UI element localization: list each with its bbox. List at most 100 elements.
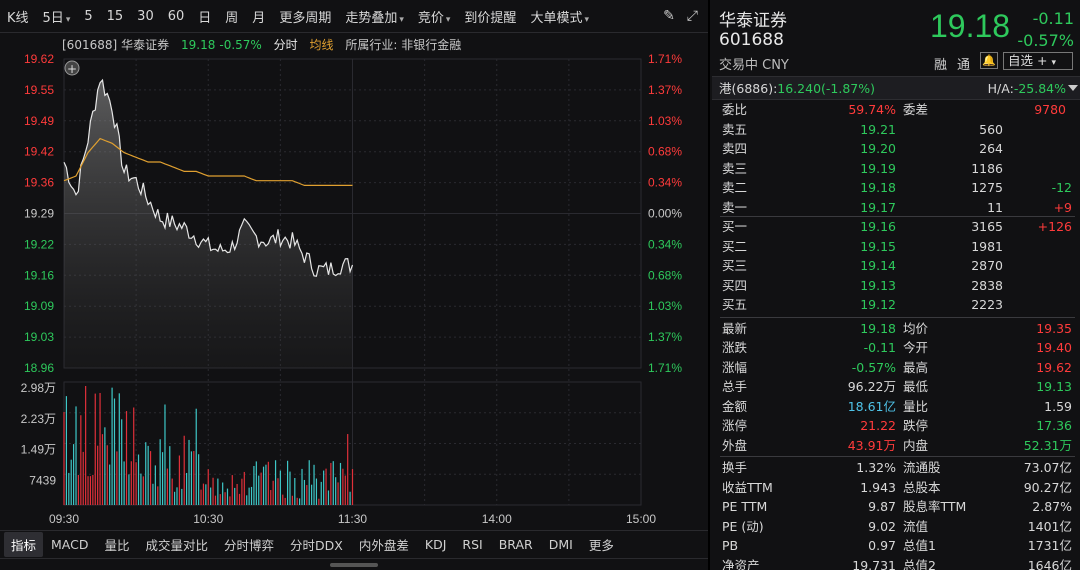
price-tick-label: 19.62: [24, 52, 54, 66]
bid-price: 19.13: [860, 277, 896, 293]
indicator-tab-6[interactable]: 内外盘差: [358, 538, 409, 553]
ask-row: 卖二 19.18 1275 -12: [712, 178, 1080, 198]
toolbar-big-order-mode[interactable]: 大单模式 ▾: [530, 10, 589, 26]
ha-label: H/A:: [987, 81, 1014, 96]
weicha-label: 委差: [903, 102, 929, 117]
indicator-tab-0[interactable]: 指标: [4, 532, 44, 557]
fundamental-value-2: 90.27亿: [1023, 479, 1072, 495]
toolbar-overlay[interactable]: 走势叠加 ▾: [345, 10, 404, 26]
bid-volume: 2838: [971, 277, 1003, 293]
quote-panel: 华泰证券 601688 交易中 CNY 19.18 -0.11 -0.57% 融…: [712, 0, 1080, 570]
indicator-tab-5[interactable]: 分时DDX: [290, 538, 343, 553]
stat-label-2: 内盘: [903, 437, 929, 453]
indicator-tab-4[interactable]: 分时博弈: [224, 538, 275, 553]
toolbar-5min[interactable]: 5: [84, 8, 93, 24]
price-tick-label: 19.09: [24, 299, 54, 313]
stat-label-2: 量比: [903, 398, 929, 414]
toolbar-price-alert[interactable]: 到价提醒: [464, 10, 517, 26]
ask-volume: 264: [979, 141, 1003, 156]
margin-badge[interactable]: 融: [934, 58, 948, 73]
ask-label: 卖四: [722, 141, 748, 156]
stat-label: 涨停: [722, 418, 748, 433]
fundamental-value: 1.32%: [856, 460, 896, 475]
bell-icon[interactable]: 🔔: [980, 52, 998, 69]
ask-row: 卖三 19.19 1186: [712, 159, 1080, 179]
ask-volume: 11: [987, 199, 1003, 215]
expand-icon[interactable]: ⤢: [686, 8, 698, 24]
weibi-label: 委比: [722, 102, 748, 117]
toolbar-week[interactable]: 周: [225, 10, 239, 26]
fundamental-row: PE TTM 9.87 股息率TTM 2.87%: [712, 497, 1080, 517]
weicha-value: 9780: [1034, 102, 1066, 117]
stat-label: 最新: [722, 320, 748, 336]
indicator-tab-3[interactable]: 成交量对比: [145, 538, 209, 553]
fundamental-row: 收益TTM 1.943 总股本 90.27亿: [712, 478, 1080, 498]
scrollbar[interactable]: [0, 558, 708, 570]
fundamental-label: PE (动): [722, 518, 764, 534]
stat-label-2: 今开: [903, 340, 929, 355]
toolbar-30min[interactable]: 30: [137, 8, 154, 24]
volume-tick-label: 2.23万: [21, 412, 56, 426]
stat-value: 19.18: [860, 320, 896, 336]
indicator-tab-2[interactable]: 量比: [104, 538, 130, 553]
fundamental-label: PE TTM: [722, 499, 768, 514]
stat-row: 涨幅 -0.57% 最高 19.62: [712, 358, 1080, 378]
fundamental-value: 0.97: [868, 538, 896, 553]
toolbar-month[interactable]: 月: [252, 10, 266, 26]
price-tick-label: 19.42: [24, 145, 54, 159]
indicator-tab-7[interactable]: KDJ: [424, 537, 447, 552]
ask-price: 19.21: [860, 121, 896, 137]
fundamental-row: PE (动) 9.02 流值 1401亿: [712, 517, 1080, 537]
stock-name: 华泰证券: [719, 11, 787, 31]
stat-label-2: 最高: [903, 359, 929, 375]
price-tick-label: 19.03: [24, 330, 54, 344]
ask-change: -12: [1051, 180, 1072, 195]
indicator-tab-8[interactable]: RSI: [462, 537, 483, 552]
stat-value: -0.11: [863, 340, 896, 355]
pct-tick-label: 1.03%: [648, 299, 682, 313]
pen-icon[interactable]: ✎: [663, 8, 675, 24]
bid-row: 买三 19.14 2870: [712, 256, 1080, 276]
scrollbar-thumb[interactable]: [330, 563, 378, 567]
fundamental-label-2: 总股本: [903, 479, 941, 495]
fundamental-label-2: 流通股: [903, 460, 941, 475]
toolbar-60min[interactable]: 60: [167, 8, 185, 24]
ask-change: +9: [1053, 199, 1072, 215]
hk-label: 港(6886):: [719, 81, 778, 96]
fundamental-value-2: 1646亿: [1027, 557, 1072, 570]
indicator-tab-1[interactable]: MACD: [51, 537, 89, 552]
intraday-chart[interactable]: 19.62 19.55 19.49 19.42 19.36 19.29 19.22 19.16…: [0, 33, 708, 530]
chart-canvas[interactable]: 19.62 19.55 19.49 19.42 19.36 19.29 19.22 19.16…: [0, 33, 708, 530]
toolbar-auction[interactable]: 竞价 ▾: [417, 10, 451, 26]
toolbar-5day[interactable]: 5日 ▾: [42, 10, 71, 26]
bid-label: 买三: [722, 258, 748, 273]
indicator-tab-10[interactable]: DMI: [548, 537, 573, 552]
toolbar-more-periods[interactable]: 更多周期: [279, 10, 332, 26]
fundamental-label: 收益TTM: [722, 479, 773, 495]
ask-label: 卖一: [722, 199, 748, 215]
stat-row: 金额 18.61亿 量比 1.59: [712, 397, 1080, 417]
bid-price: 19.16: [860, 219, 896, 234]
bid-label: 买四: [722, 277, 748, 293]
toolbar-day[interactable]: 日: [198, 10, 212, 26]
toolbar-icons: ✎ ⤢: [663, 8, 708, 24]
add-watchlist-button[interactable]: 自选 + ▾: [1003, 52, 1073, 70]
price-tick-label: 19.22: [24, 237, 54, 251]
stat-value: 96.22万: [847, 379, 896, 394]
bid-label: 买二: [722, 238, 748, 254]
hk-quote-row[interactable]: 港(6886):16.240(-1.87%) H/A:-25.84%: [712, 76, 1080, 100]
pct-tick-label: 0.34%: [648, 237, 682, 251]
triangle-down-icon[interactable]: [1068, 85, 1078, 91]
ask-row: 卖四 19.20 264: [712, 139, 1080, 159]
ask-price: 19.19: [860, 160, 896, 176]
indicator-tab-11[interactable]: 更多: [588, 538, 614, 553]
toolbar-15min[interactable]: 15: [106, 8, 124, 24]
current-price: 19.18: [930, 8, 1011, 44]
toolbar-kline[interactable]: K线: [7, 10, 29, 26]
section-divider: [720, 456, 1075, 457]
ask-volume: 560: [979, 121, 1003, 137]
price-tick-label: 19.55: [24, 83, 54, 97]
indicator-tab-9[interactable]: BRAR: [498, 537, 533, 552]
connect-badge[interactable]: 通: [957, 58, 971, 73]
